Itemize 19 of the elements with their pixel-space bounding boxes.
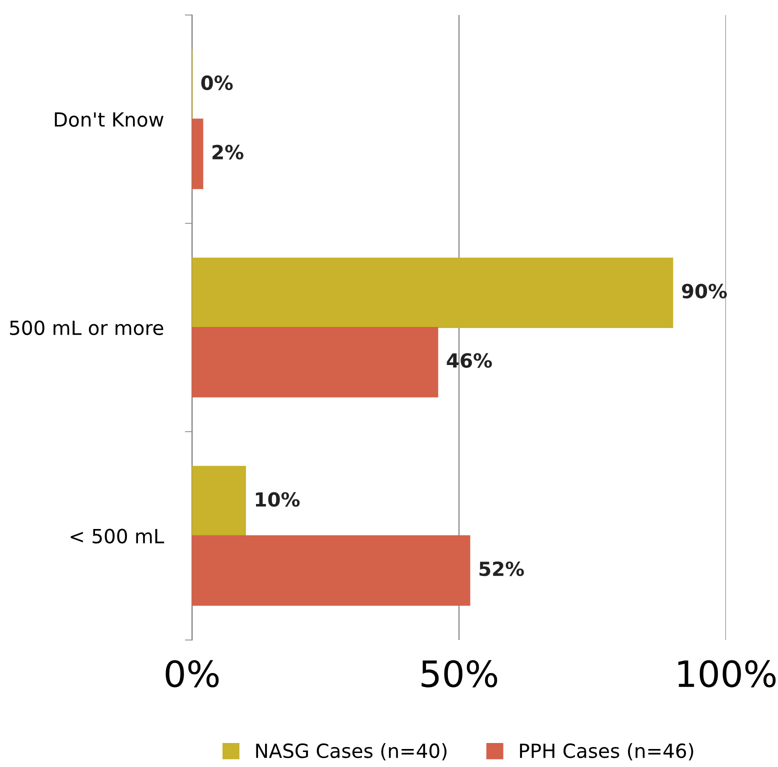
y-tick-label: Don't Know [54, 112, 164, 127]
y-tick-label: < 500 mL [70, 528, 164, 544]
data-label: 0% [201, 75, 233, 90]
bar [192, 118, 204, 190]
bar [192, 466, 246, 536]
bar [192, 258, 674, 328]
legend-label: NASG Cases (n=40) [256, 743, 446, 760]
data-label: 46% [446, 353, 492, 368]
legend-label: PPH Cases (n=46) [520, 743, 694, 760]
x-tick-label: 0% [166, 660, 219, 688]
data-label: 2% [212, 144, 244, 160]
y-tick-label: 500 mL or more [10, 320, 164, 336]
x-tick-label: 100% [678, 660, 776, 688]
bar [192, 535, 470, 606]
data-label: 10% [256, 492, 300, 507]
data-label: 90% [682, 284, 727, 298]
bar [192, 326, 438, 398]
data-label: 52% [480, 561, 524, 576]
x-tick-label: 50% [422, 660, 498, 688]
